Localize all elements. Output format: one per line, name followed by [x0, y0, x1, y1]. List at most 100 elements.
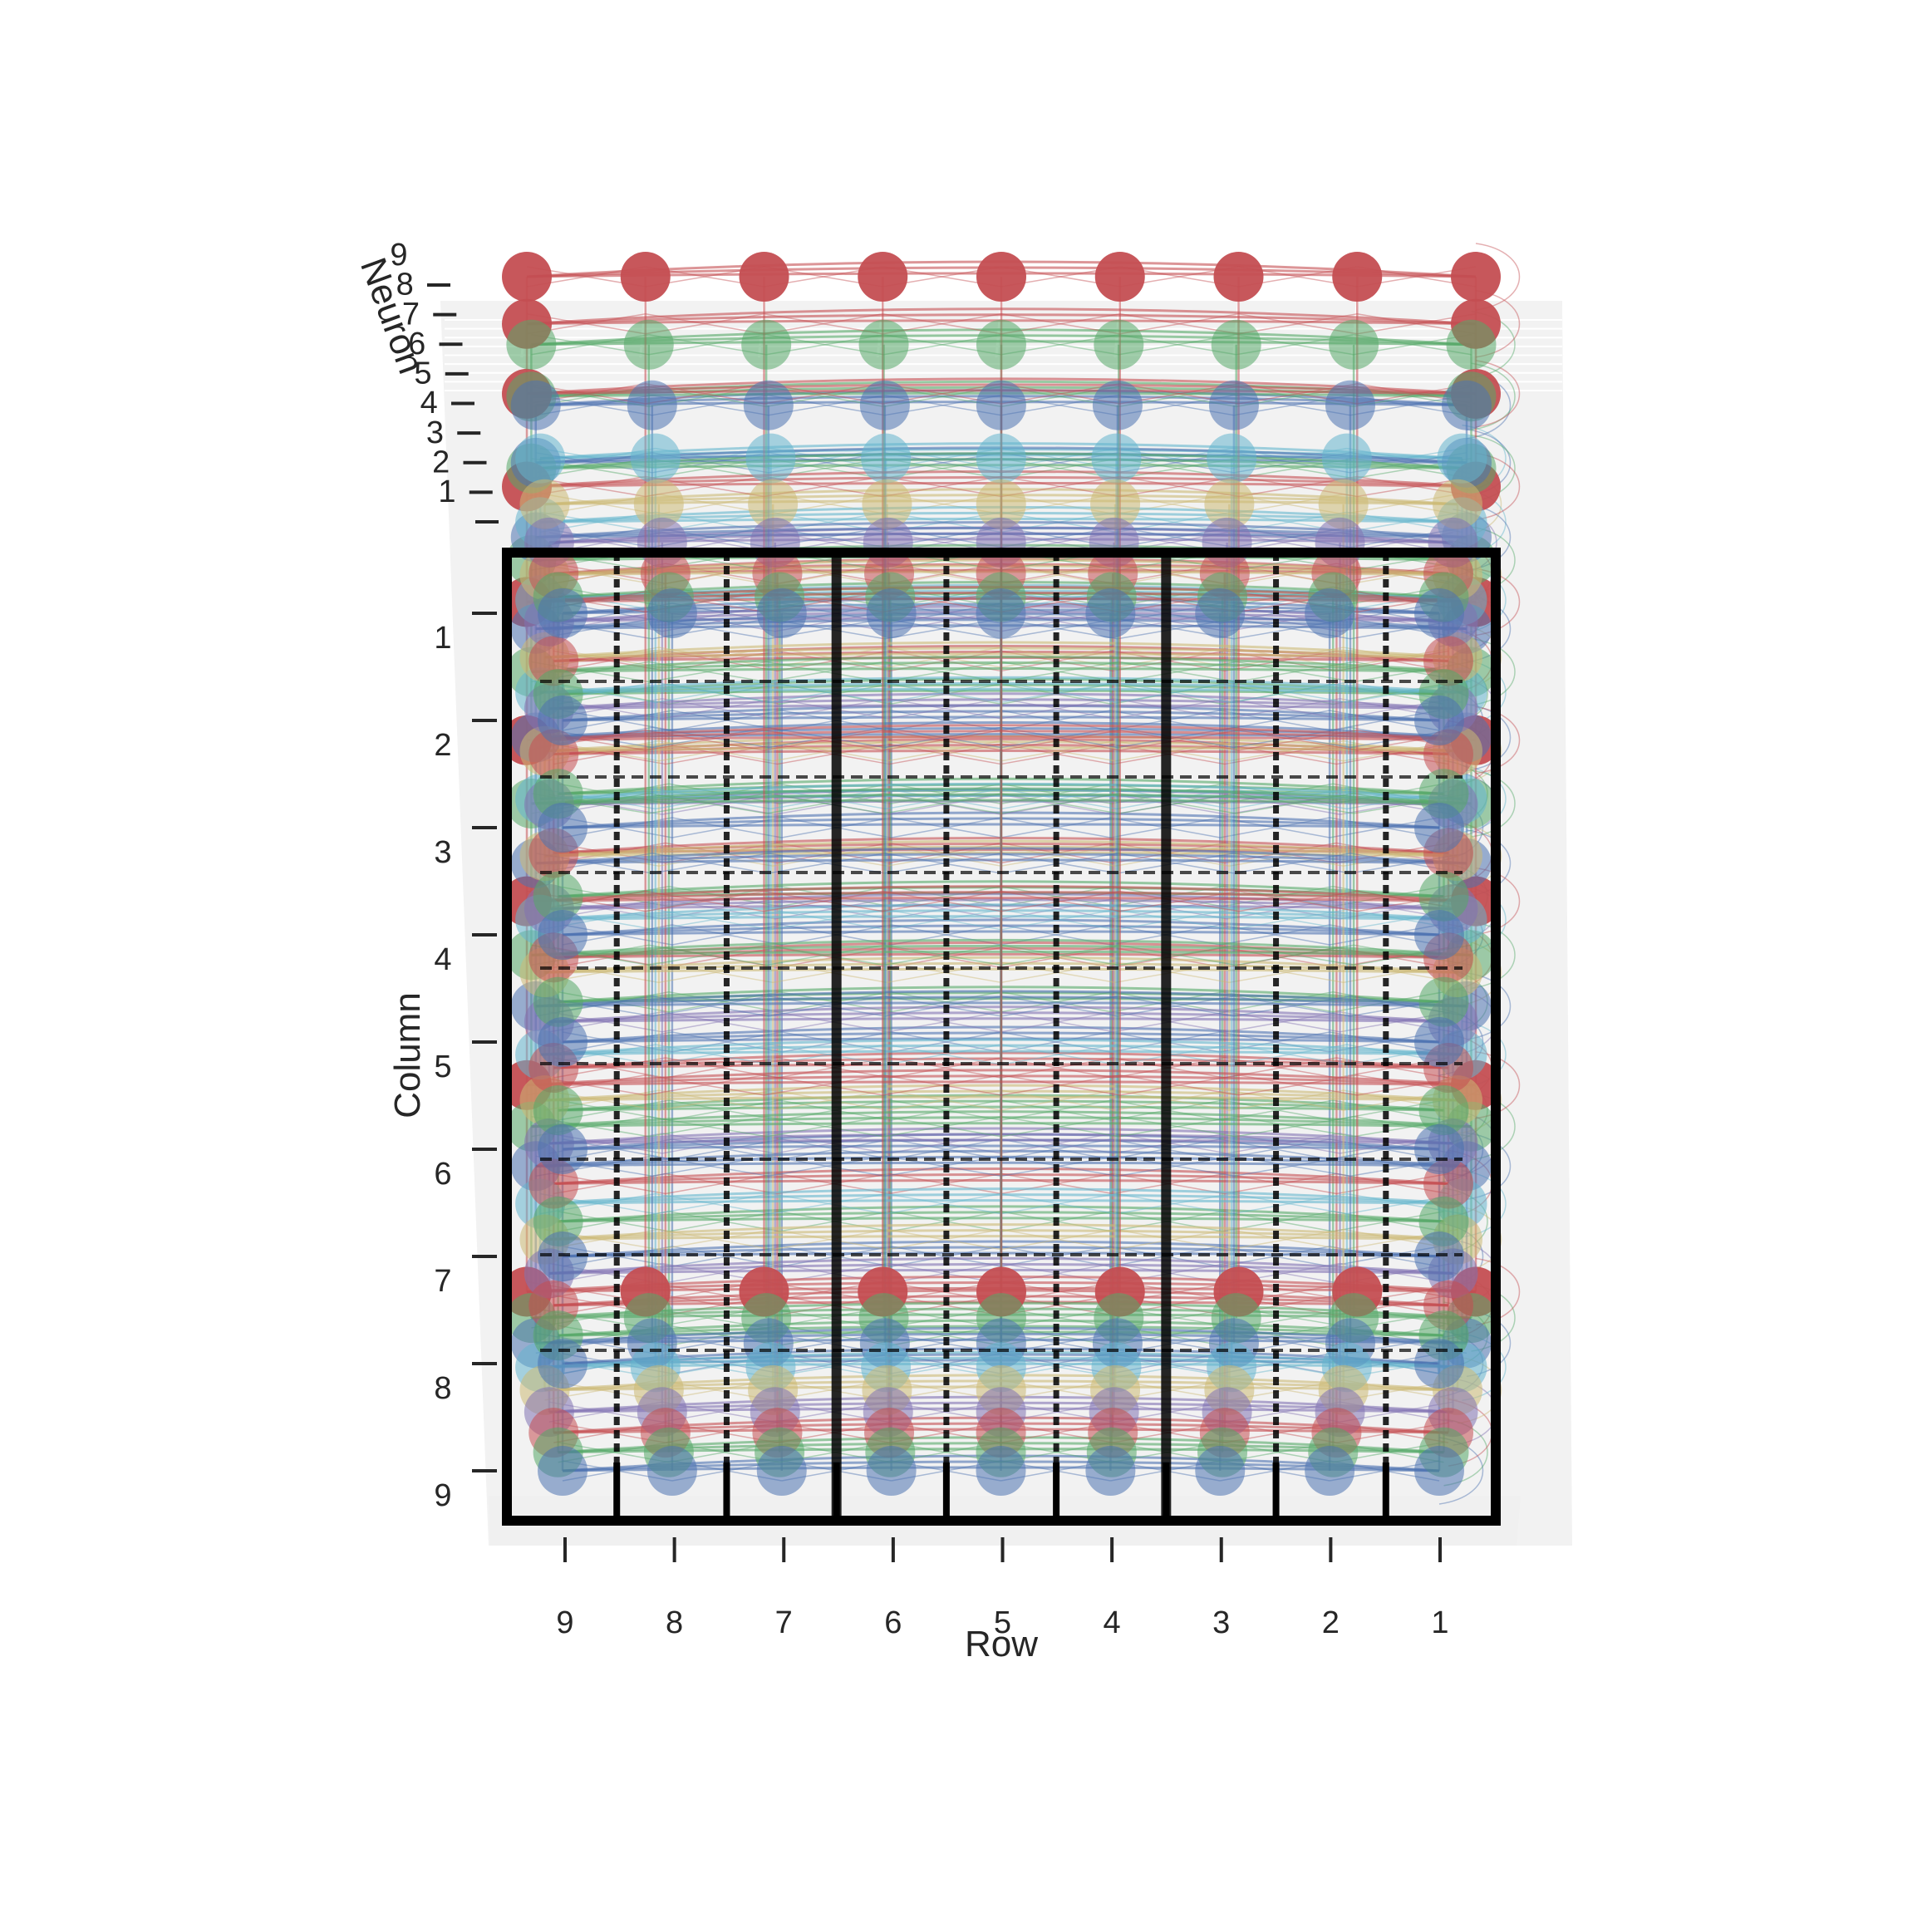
- neuron-node: [1418, 871, 1469, 922]
- edge: [655, 1192, 771, 1215]
- edge: [1222, 991, 1334, 1013]
- neuron-node: [1195, 1446, 1246, 1496]
- edge: [768, 995, 885, 1017]
- edge: [772, 740, 887, 762]
- edge: [1238, 1074, 1358, 1096]
- edge: [651, 995, 769, 1017]
- edge: [1471, 362, 1516, 430]
- edge: [1119, 890, 1239, 912]
- edge: [1114, 1228, 1230, 1251]
- edge: [1118, 661, 1236, 683]
- neuron-node: [1329, 319, 1379, 370]
- edge: [887, 740, 1001, 762]
- edge: [1119, 730, 1239, 751]
- edge: [658, 1228, 774, 1251]
- edge: [1000, 698, 1114, 720]
- edge: [1000, 944, 1119, 966]
- edge: [1000, 853, 1118, 874]
- neuron-node: [533, 976, 583, 1027]
- neuron-node: [743, 380, 794, 430]
- edge: [888, 1057, 1001, 1079]
- edge: [770, 1192, 887, 1215]
- neuron-node: [1332, 252, 1383, 302]
- edge: [887, 1228, 1001, 1251]
- edge: [1000, 817, 1111, 838]
- neuron-node: [976, 588, 1026, 638]
- neuron-node: [1085, 588, 1136, 638]
- edge: [1119, 890, 1239, 912]
- x-tick-label: 8: [666, 1605, 683, 1640]
- neuron-node: [1090, 479, 1141, 529]
- neuron-node: [859, 380, 910, 430]
- edge: [1000, 995, 1118, 1017]
- edge: [1000, 1057, 1113, 1079]
- neuron-node: [858, 319, 909, 370]
- edge: [1000, 886, 1112, 907]
- edge: [1475, 452, 1521, 521]
- edge: [766, 793, 884, 814]
- edge: [884, 853, 1002, 874]
- edge: [882, 1074, 1002, 1096]
- edge: [883, 793, 1002, 814]
- neuron-node: [748, 479, 799, 529]
- edge: [1117, 1155, 1235, 1177]
- edge: [651, 853, 769, 874]
- edge: [1229, 961, 1344, 984]
- neuron-node: [1204, 479, 1255, 529]
- neuron-node: [1414, 1017, 1464, 1067]
- edge: [770, 908, 887, 931]
- edge: [1000, 1074, 1120, 1096]
- edge: [768, 1155, 885, 1177]
- edge: [764, 730, 883, 751]
- edge: [891, 1031, 1001, 1053]
- edge: [1114, 740, 1230, 762]
- edge: [891, 1031, 1001, 1053]
- edge: [1000, 794, 1114, 815]
- edge: [1236, 793, 1354, 814]
- edge: [1000, 661, 1119, 683]
- edge: [645, 1074, 764, 1096]
- neuron-node: [866, 1446, 917, 1496]
- edge: [651, 995, 769, 1017]
- neuron-node: [519, 479, 570, 529]
- neuron-node: [627, 380, 677, 430]
- edge: [1231, 1044, 1347, 1065]
- neuron-node: [1414, 588, 1464, 638]
- edge: [1000, 1115, 1119, 1138]
- edge: [770, 908, 887, 931]
- edge: [1475, 360, 1521, 428]
- edge: [1224, 1172, 1337, 1195]
- edge: [1116, 681, 1232, 704]
- y-tick-label: 7: [434, 1264, 451, 1299]
- edge: [1117, 995, 1235, 1017]
- edge: [1000, 886, 1112, 907]
- neuron-node: [533, 871, 583, 922]
- edge: [1233, 853, 1351, 874]
- neuron-node: [1414, 696, 1464, 745]
- edge: [658, 961, 774, 984]
- edge: [1119, 1074, 1239, 1096]
- edge: [655, 1044, 771, 1065]
- edge: [1116, 1044, 1232, 1065]
- edge: [668, 1099, 780, 1121]
- edge: [1000, 1031, 1111, 1053]
- edge: [1000, 740, 1116, 762]
- edge: [1118, 1115, 1236, 1138]
- neuron-node: [1207, 433, 1257, 484]
- edge: [887, 698, 1001, 720]
- edge: [1231, 681, 1347, 704]
- neuron-node: [976, 252, 1026, 302]
- neuron-node: [506, 319, 557, 370]
- edge: [1000, 853, 1118, 874]
- edge: [1229, 740, 1344, 762]
- edge: [661, 1133, 775, 1154]
- edge: [1117, 853, 1235, 874]
- edge: [1000, 1044, 1117, 1065]
- edge: [1236, 661, 1354, 683]
- edge: [658, 1089, 774, 1111]
- edge: [770, 681, 887, 704]
- neuron-node: [538, 1446, 587, 1496]
- neuron-node: [1414, 1339, 1464, 1389]
- edge: [1233, 853, 1351, 874]
- edge: [1000, 730, 1120, 751]
